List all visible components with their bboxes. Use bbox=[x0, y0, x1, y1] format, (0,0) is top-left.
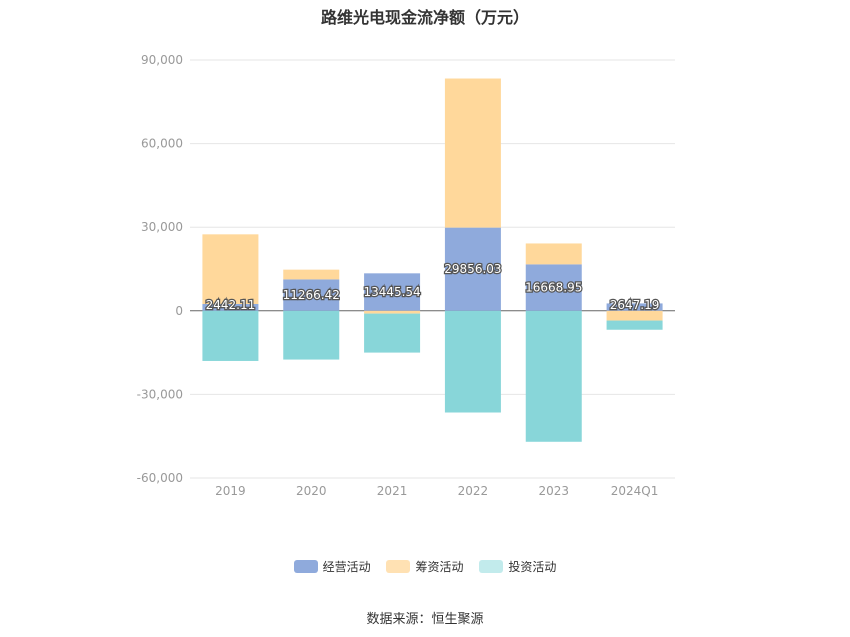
bar-segment bbox=[444, 310, 501, 413]
data-label: 2647.19 bbox=[610, 298, 660, 312]
bar-segment bbox=[364, 273, 421, 311]
bar-segment bbox=[283, 310, 340, 360]
legend-item-financing[interactable]: 筹资活动 bbox=[386, 558, 464, 575]
legend-label-investing: 投资活动 bbox=[508, 560, 557, 574]
data-label: 11266.42 bbox=[283, 288, 340, 302]
bar-segment bbox=[525, 243, 582, 265]
x-tick-label: 2024Q1 bbox=[611, 484, 659, 498]
bar-segment bbox=[364, 313, 421, 353]
legend-swatch-operating bbox=[293, 560, 318, 573]
y-tick-label: 0 bbox=[175, 304, 183, 318]
x-tick-label: 2019 bbox=[215, 484, 246, 498]
bar-segment bbox=[606, 303, 663, 311]
legend-item-investing[interactable]: 投资活动 bbox=[479, 558, 556, 575]
data-source: 数据来源：恒生聚源 bbox=[366, 612, 484, 627]
bar-segment bbox=[444, 78, 501, 228]
y-tick-label: 30,000 bbox=[141, 220, 183, 234]
y-tick-label: 60,000 bbox=[141, 137, 183, 151]
data-label: 2442.11 bbox=[206, 298, 256, 312]
bar-segment bbox=[444, 227, 501, 311]
data-label: 13445.54 bbox=[363, 285, 420, 299]
bar-segment bbox=[525, 310, 582, 442]
y-tick-label: -60,000 bbox=[137, 471, 183, 485]
x-tick-label: 2020 bbox=[296, 484, 327, 498]
chart-title: 路维光电现金流净额（万元） bbox=[320, 8, 529, 27]
x-tick-label: 2023 bbox=[538, 484, 569, 498]
legend-label-financing: 筹资活动 bbox=[415, 560, 464, 574]
bar-segment bbox=[606, 310, 663, 321]
data-label: 16668.95 bbox=[525, 281, 582, 295]
legend-item-operating[interactable]: 经营活动 bbox=[293, 558, 371, 575]
legend-swatch-financing bbox=[386, 560, 411, 573]
data-label: 29856.03 bbox=[444, 262, 501, 276]
bar-segment bbox=[606, 320, 663, 330]
y-tick-label: 90,000 bbox=[141, 53, 183, 67]
x-tick-label: 2021 bbox=[377, 484, 408, 498]
bar-segment bbox=[525, 264, 582, 311]
legend-label-operating: 经营活动 bbox=[322, 560, 371, 574]
bar-segment bbox=[202, 310, 259, 361]
legend-swatch-investing bbox=[479, 560, 504, 573]
bar-segment bbox=[283, 269, 340, 280]
bar-segment bbox=[283, 279, 340, 311]
bar-segment bbox=[364, 310, 421, 314]
x-tick-label: 2022 bbox=[458, 484, 489, 498]
bar-segment bbox=[202, 303, 259, 311]
bar-segment bbox=[202, 234, 259, 304]
y-tick-label: -30,000 bbox=[137, 387, 183, 401]
chart-legend: 经营活动 筹资活动 投资活动 bbox=[0, 558, 850, 576]
